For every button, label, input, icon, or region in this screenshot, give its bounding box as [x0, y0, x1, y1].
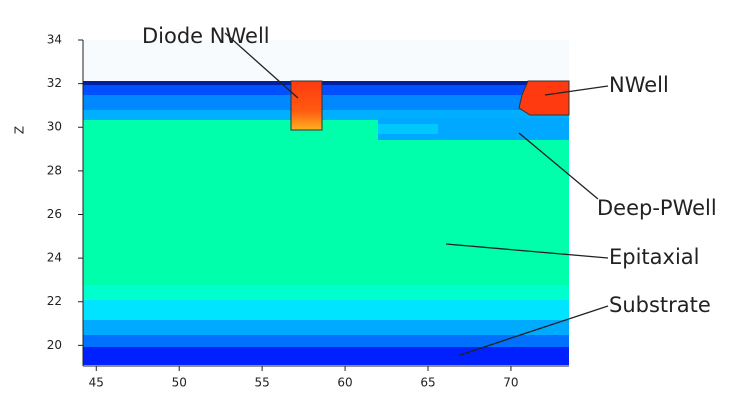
annotation: Deep-PWell	[597, 196, 717, 220]
annotation: Substrate	[609, 293, 711, 317]
y-tick-label: 28	[47, 163, 62, 177]
x-tick-label: 45	[89, 376, 104, 390]
y-tick-label: 20	[47, 338, 62, 352]
annotation: Epitaxial	[609, 245, 700, 269]
y-tick-label: 32	[47, 76, 62, 90]
y-tick-label: 26	[47, 207, 62, 221]
leader-line	[544, 85, 609, 96]
profile-map	[83, 40, 570, 365]
x-tick-label: 55	[254, 376, 269, 390]
y-tick-label: 24	[47, 251, 62, 265]
y-tick-label: 34	[47, 33, 62, 47]
leader-line	[518, 132, 599, 200]
x-tick-label: 60	[337, 376, 352, 390]
x-tick-label: 65	[420, 376, 435, 390]
y-axis-label: Z	[13, 126, 27, 134]
annotations: Diode NWell NWell Deep-PWell Epitaxial S…	[142, 24, 717, 356]
x-tick-label: 70	[503, 376, 518, 390]
annotation: NWell	[609, 73, 669, 97]
y-tick-label: 22	[47, 294, 62, 308]
y-tick-label: 30	[47, 120, 62, 134]
leader-line	[445, 243, 609, 259]
annotation: Diode NWell	[142, 24, 270, 48]
x-tick-label: 50	[172, 376, 187, 390]
leader-line	[224, 32, 299, 99]
leader-line	[459, 305, 609, 356]
